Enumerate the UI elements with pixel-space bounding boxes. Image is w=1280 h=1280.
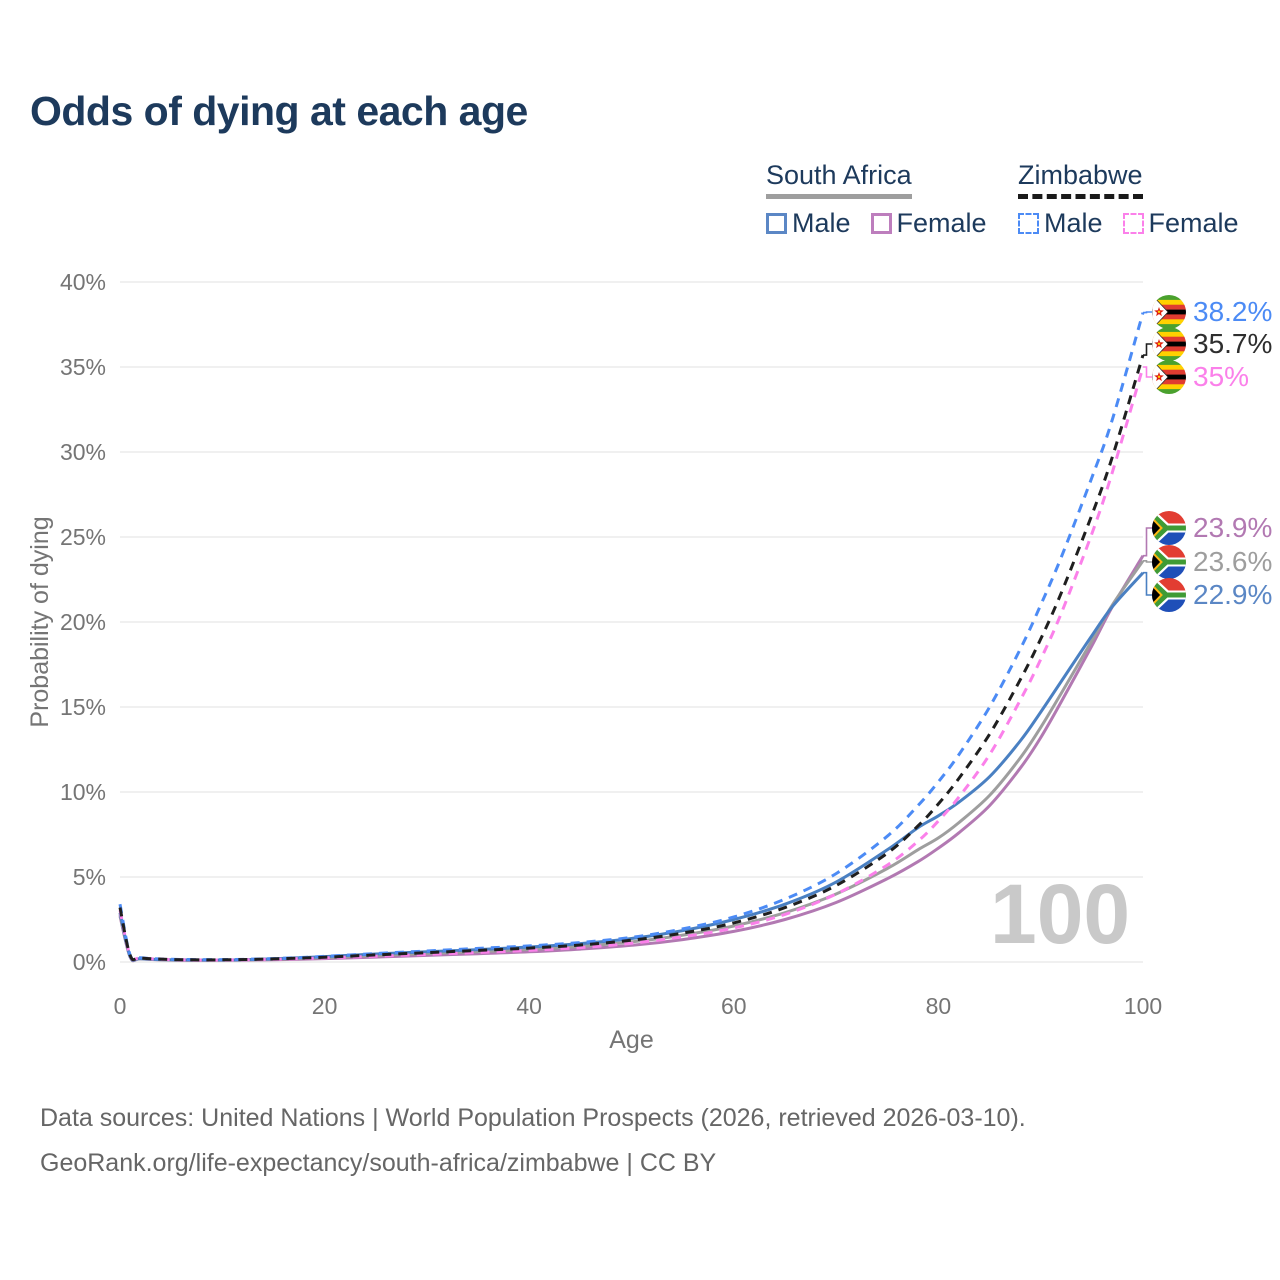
x-tick-label: 0 <box>114 993 127 1019</box>
south-africa-flag-icon <box>1152 578 1186 612</box>
legend-group-south-africa: South Africa Male Female <box>766 160 987 239</box>
y-tick-label: 0% <box>73 949 106 975</box>
leader-zw-male <box>1143 311 1152 314</box>
y-tick-label: 35% <box>60 354 106 380</box>
end-label-value: 35% <box>1193 361 1250 392</box>
zimbabwe-flag-icon <box>1152 295 1186 329</box>
legend-country-south-africa: South Africa <box>766 160 912 199</box>
end-label-za-both: 23.6% <box>1152 545 1272 579</box>
x-axis-title: Age <box>609 1026 653 1054</box>
end-label-za-female: 23.9% <box>1152 511 1272 545</box>
line-zw-male <box>118 312 1145 962</box>
legend-item-south-africa-male[interactable]: Male <box>766 208 851 239</box>
y-tick-label: 5% <box>73 864 106 890</box>
y-axis-title: Probability of dying <box>26 516 54 727</box>
age-counter-watermark: 100 <box>990 867 1131 961</box>
footer-attribution: GeoRank.org/life-expectancy/south-africa… <box>40 1149 717 1177</box>
legend-label-south-africa-male: Male <box>792 208 851 238</box>
zimbabwe-flag-icon <box>1152 360 1186 394</box>
line-zw-both <box>118 354 1145 962</box>
end-label-zw-female: 35% <box>1152 360 1249 394</box>
legend-swatch-zimbabwe-female <box>1122 213 1144 234</box>
legend-label-zimbabwe-male: Male <box>1044 208 1103 238</box>
leader-za-female <box>1143 527 1152 557</box>
x-tick-label: 60 <box>721 993 747 1019</box>
leader-zw-female <box>1143 366 1152 378</box>
south-africa-flag-icon <box>1152 545 1186 579</box>
y-tick-label: 15% <box>60 694 106 720</box>
leader-za-both <box>1143 560 1152 563</box>
legend-item-zimbabwe-male[interactable]: Male <box>1018 208 1103 239</box>
leader-za-male <box>1143 571 1152 596</box>
y-tick-label: 30% <box>60 439 106 465</box>
footer-data-sources: Data sources: United Nations | World Pop… <box>40 1104 1026 1132</box>
legend-item-zimbabwe-female[interactable]: Female <box>1122 208 1239 239</box>
end-label-value: 23.9% <box>1193 512 1273 543</box>
x-tick-label: 100 <box>1124 993 1162 1019</box>
footer: Data sources: United Nations | World Pop… <box>40 1104 1026 1194</box>
end-label-za-male: 22.9% <box>1152 578 1272 612</box>
end-label-value: 38.2% <box>1193 296 1273 327</box>
page-title: Odds of dying at each age <box>30 88 528 134</box>
legend-label-south-africa-female: Female <box>896 208 987 238</box>
legend-group-zimbabwe: Zimbabwe Male Female <box>1018 160 1239 239</box>
legend-item-south-africa-female[interactable]: Female <box>870 208 987 239</box>
end-label-value: 23.6% <box>1193 546 1273 577</box>
south-africa-flag-icon <box>1152 511 1186 545</box>
end-label-value: 22.9% <box>1193 579 1273 610</box>
y-tick-label: 20% <box>60 609 106 635</box>
legend-swatch-zimbabwe-male <box>1018 213 1039 234</box>
end-label-value: 35.7% <box>1193 328 1273 359</box>
end-label-zw-male: 38.2% <box>1152 295 1272 329</box>
line-zw-female <box>118 366 1145 962</box>
leader-zw-both <box>1143 343 1152 356</box>
legend-swatch-south-africa-female <box>870 213 892 234</box>
y-tick-label: 40% <box>60 269 106 295</box>
x-tick-label: 80 <box>926 993 952 1019</box>
legend-label-zimbabwe-female: Female <box>1148 208 1239 238</box>
legend-swatch-south-africa-male <box>766 213 787 234</box>
zimbabwe-flag-icon <box>1152 327 1186 361</box>
end-label-zw-both: 35.7% <box>1152 327 1272 361</box>
y-tick-label: 10% <box>60 779 106 805</box>
x-tick-label: 20 <box>312 993 338 1019</box>
x-tick-label: 40 <box>516 993 542 1019</box>
legend-country-zimbabwe: Zimbabwe <box>1018 160 1143 199</box>
y-tick-label: 25% <box>60 524 106 550</box>
